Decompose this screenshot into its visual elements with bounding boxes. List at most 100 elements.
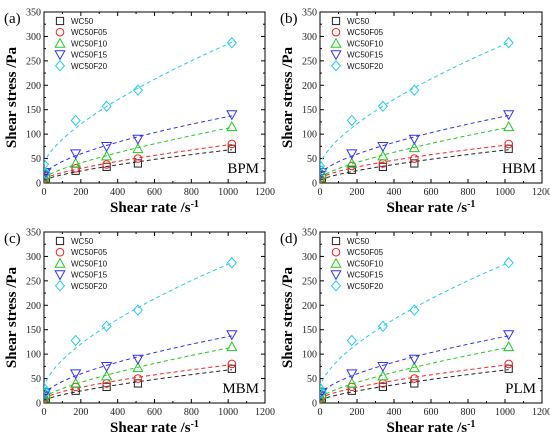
data-point-wc50 <box>378 382 387 391</box>
data-point-wc50f20 <box>44 386 51 399</box>
data-point-wc50 <box>227 364 236 373</box>
data-point-wc50f10 <box>70 157 82 168</box>
data-point-wc50f15 <box>100 362 113 373</box>
data-point-wc50f20 <box>132 84 143 96</box>
data-point-wc50f20 <box>226 37 237 49</box>
data-point-wc50f15 <box>408 354 421 365</box>
x-tick-label: 1200 <box>532 187 550 198</box>
data-point-wc50f20 <box>44 158 50 171</box>
data-point-wc50f05 <box>133 154 143 163</box>
y-tick-label: 100 <box>26 350 41 361</box>
y-tick-label: 100 <box>26 130 41 141</box>
method-label: HBM <box>502 161 536 177</box>
fit-line-wc50f15 <box>44 335 232 396</box>
legend-marker-wc50f10 <box>54 257 66 268</box>
legend-label-wc50: WC50 <box>71 17 94 26</box>
legend-marker-wc50f05 <box>331 27 341 37</box>
x-tick-label: 600 <box>147 407 162 418</box>
fit-line-wc50 <box>320 149 509 181</box>
data-point-wc50f10 <box>100 370 113 381</box>
data-point-wc50f10 <box>377 150 389 161</box>
fit-line-wc50 <box>44 369 232 401</box>
data-point-wc50f15 <box>346 369 358 380</box>
data-point-wc50f15 <box>132 354 144 365</box>
y-tick-label: 0 <box>36 399 41 410</box>
fit-line-wc50f05 <box>44 364 232 400</box>
fit-line-wc50 <box>320 369 509 401</box>
legend-marker-wc50 <box>331 236 341 246</box>
y-tick-label: 200 <box>26 81 41 92</box>
x-tick-label: 1000 <box>495 407 515 418</box>
data-point-wc50 <box>504 364 513 373</box>
x-tick-label: 800 <box>461 187 476 198</box>
data-point-wc50f15 <box>377 362 389 373</box>
x-tick-label: 600 <box>147 187 162 198</box>
series-layer <box>320 37 515 183</box>
data-point-wc50f20 <box>101 320 112 333</box>
y-axis-title: Shear stress /Pa <box>4 46 20 148</box>
legend-marker-wc50 <box>55 16 65 26</box>
x-tick-label: 400 <box>387 407 402 418</box>
data-point-wc50f15 <box>70 369 82 380</box>
y-tick-label: 50 <box>307 154 317 165</box>
x-tick-label: 400 <box>110 407 125 418</box>
fit-line-wc50f10 <box>44 346 232 399</box>
data-point-wc50f10 <box>503 340 515 352</box>
x-tick-label: 200 <box>73 407 88 418</box>
data-point-wc50f20 <box>503 257 514 269</box>
x-tick-label: 600 <box>424 187 439 198</box>
y-tick-label: 0 <box>312 179 317 190</box>
x-tick-label: 1200 <box>532 407 550 418</box>
y-tick-label: 350 <box>26 228 41 239</box>
y-tick-label: 350 <box>26 8 41 19</box>
y-tick-label: 100 <box>302 350 317 361</box>
y-tick-label: 350 <box>302 8 317 19</box>
legend-marker-wc50f05 <box>331 247 341 257</box>
fit-line-wc50f15 <box>320 335 509 396</box>
panel-label: (a) <box>4 11 21 27</box>
y-tick-label: 150 <box>26 325 41 336</box>
data-point-wc50f05 <box>71 164 80 173</box>
y-tick-label: 300 <box>302 252 317 263</box>
y-tick-label: 50 <box>31 374 41 385</box>
legend-marker-wc50f20 <box>54 60 66 72</box>
legend-marker-wc50f15 <box>330 50 342 61</box>
data-point-wc50f20 <box>346 334 357 347</box>
x-axis-title-exponent: -1 <box>191 419 199 430</box>
data-point-wc50f20 <box>70 334 81 347</box>
legend-marker-wc50f10 <box>330 37 342 48</box>
y-tick-label: 350 <box>302 228 317 239</box>
fit-line-wc50f10 <box>44 126 232 179</box>
data-point-wc50 <box>227 144 236 153</box>
data-point-wc50f20 <box>70 114 81 127</box>
fit-line-wc50f20 <box>320 262 509 389</box>
x-axis-title: Shear rate /s-1 <box>387 199 476 216</box>
data-point-wc50f15 <box>320 387 328 399</box>
legend-label-wc50f10: WC50F10 <box>347 39 384 48</box>
legend-label-wc50: WC50 <box>347 237 370 246</box>
data-point-wc50f10 <box>132 361 144 373</box>
fit-line-wc50f20 <box>44 262 233 389</box>
legend-label-wc50f15: WC50F15 <box>71 51 108 60</box>
data-point-wc50f10 <box>377 370 389 381</box>
legend-label-wc50f05: WC50F05 <box>71 248 108 257</box>
legend-label-wc50f15: WC50F15 <box>71 271 108 280</box>
x-tick-label: 0 <box>318 407 323 418</box>
x-axis-title: Shear rate /s-1 <box>110 199 199 216</box>
data-point-wc50f15 <box>70 149 82 160</box>
data-point-wc50f05 <box>102 160 111 169</box>
legend-label-wc50f15: WC50F15 <box>347 51 384 60</box>
legend-marker-wc50 <box>55 236 65 246</box>
legend-marker-wc50f05 <box>55 247 65 257</box>
y-tick-label: 50 <box>31 154 41 165</box>
data-point-wc50f20 <box>226 257 237 269</box>
data-point-wc50 <box>410 379 419 388</box>
data-point-wc50f10 <box>408 141 421 153</box>
y-tick-label: 300 <box>26 32 41 43</box>
method-label: PLM <box>505 381 536 397</box>
fit-line-wc50f15 <box>44 115 232 176</box>
x-tick-label: 0 <box>318 187 323 198</box>
legend-label-wc50f20: WC50F20 <box>347 62 384 71</box>
x-axis-title: Shear rate /s-1 <box>387 419 476 436</box>
